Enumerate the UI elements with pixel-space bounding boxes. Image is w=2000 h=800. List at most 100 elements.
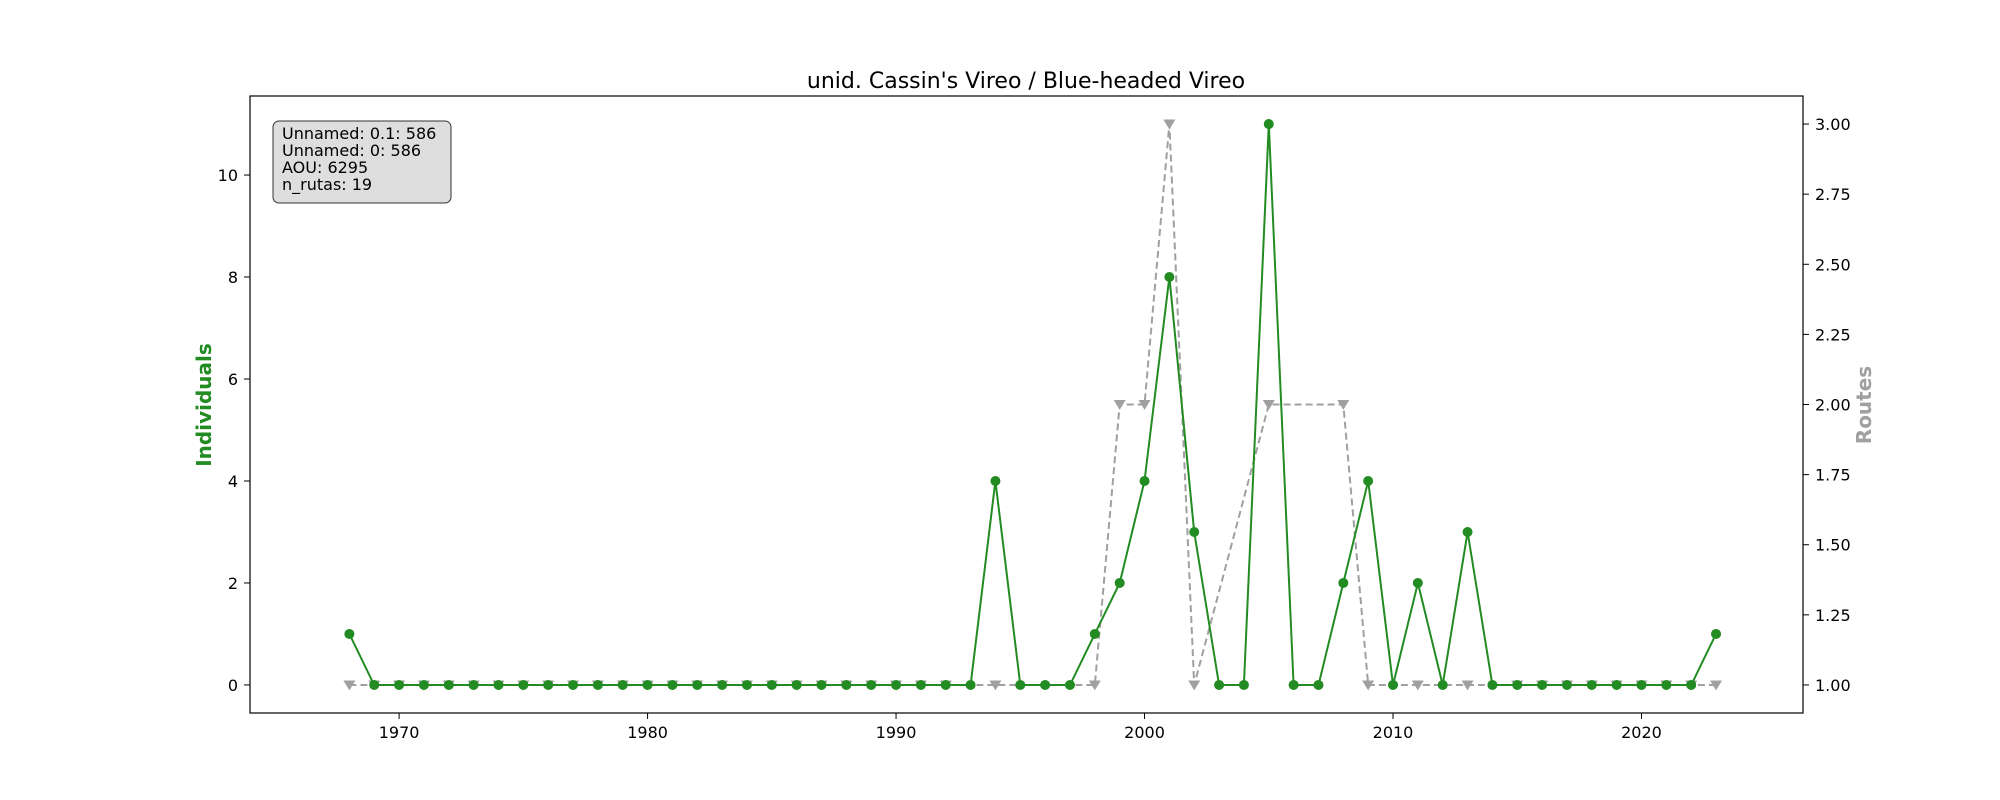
- individuals-point: [1040, 679, 1051, 690]
- info-line: AOU: 6295: [282, 158, 368, 177]
- individuals-point: [1164, 272, 1175, 283]
- individuals-point: [1089, 628, 1100, 639]
- individuals-point: [518, 679, 529, 690]
- individuals-series: [344, 119, 1722, 690]
- individuals-point: [443, 679, 454, 690]
- y-tick-label-right: 2.50: [1815, 255, 1851, 274]
- y-axis-ticks-right: 1.00 1.25 1.50 1.75 2.00 2.25 2.50 2.75 3.00: [1803, 115, 1851, 695]
- routes-point: [1163, 119, 1176, 130]
- y-tick-label-right: 2.75: [1815, 185, 1851, 204]
- x-tick-label: 2020: [1621, 723, 1662, 742]
- info-line: Unnamed: 0: 586: [282, 141, 421, 160]
- y-tick-label-left: 4: [228, 472, 238, 491]
- individuals-point: [717, 679, 728, 690]
- individuals-point: [1064, 679, 1075, 690]
- individuals-point: [965, 679, 976, 690]
- individuals-point: [1611, 679, 1622, 690]
- y-tick-label-left: 8: [228, 268, 238, 287]
- individuals-point: [667, 679, 678, 690]
- y-axis-label-right: Routes: [1852, 366, 1876, 444]
- x-tick-label: 1980: [627, 723, 668, 742]
- routes-point: [1138, 400, 1151, 410]
- individuals-point: [543, 679, 554, 690]
- info-box: Unnamed: 0.1: 586 Unnamed: 0: 586 AOU: 6…: [272, 120, 452, 204]
- individuals-point: [766, 679, 777, 690]
- individuals-point: [1338, 577, 1349, 588]
- individuals-point: [791, 679, 802, 690]
- individuals-point: [344, 628, 355, 639]
- individuals-point: [418, 679, 429, 690]
- individuals-point: [1114, 577, 1125, 588]
- info-line: Unnamed: 0.1: 586: [282, 124, 436, 143]
- individuals-point: [1388, 679, 1399, 690]
- routes-point: [1262, 400, 1275, 410]
- routes-point: [1113, 400, 1126, 410]
- info-line: n_rutas: 19: [282, 175, 372, 195]
- individuals-point: [1263, 119, 1274, 130]
- x-tick-label: 2000: [1124, 723, 1165, 742]
- individuals-point: [1586, 679, 1597, 690]
- y-tick-label-left: 2: [228, 574, 238, 593]
- individuals-point: [990, 475, 1001, 486]
- individuals-point: [741, 679, 752, 690]
- plot-area: [249, 95, 1804, 714]
- x-tick-label: 2010: [1373, 723, 1414, 742]
- routes-point: [1188, 680, 1201, 691]
- y-tick-label-right: 2.25: [1815, 325, 1851, 344]
- individuals-point: [1512, 679, 1523, 690]
- individuals-point: [1288, 679, 1299, 690]
- individuals-point: [1412, 577, 1423, 588]
- routes-point: [343, 680, 356, 691]
- y-tick-label-left: 10: [218, 166, 238, 185]
- y-tick-label-right: 1.75: [1815, 466, 1851, 485]
- y-tick-label-left: 6: [228, 370, 238, 389]
- y-tick-label-left: 0: [228, 676, 238, 695]
- individuals-point: [940, 679, 951, 690]
- individuals-point: [1636, 679, 1647, 690]
- individuals-point: [1437, 679, 1448, 690]
- individuals-point: [369, 679, 380, 690]
- routes-point: [1411, 680, 1424, 691]
- y-tick-label-right: 1.50: [1815, 536, 1851, 555]
- y-axis-label-left: Individuals: [192, 343, 216, 467]
- y-axis-ticks-left: 0 2 4 6 8 10: [218, 166, 250, 695]
- routes-point: [989, 680, 1002, 691]
- individuals-point: [1015, 679, 1026, 690]
- individuals-point: [1238, 679, 1249, 690]
- x-axis-ticks: 1970 1980 1990 2000 2010 2020: [379, 713, 1662, 742]
- routes-point: [1337, 400, 1350, 410]
- individuals-point: [1363, 475, 1374, 486]
- y-tick-label-right: 1.25: [1815, 606, 1851, 625]
- chart-title: unid. Cassin's Vireo / Blue-headed Vireo: [807, 69, 1245, 94]
- individuals-point: [1661, 679, 1672, 690]
- y-tick-label-right: 3.00: [1815, 115, 1851, 134]
- individuals-point: [592, 679, 603, 690]
- individuals-point: [1462, 526, 1473, 537]
- y-tick-label-right: 2.00: [1815, 396, 1851, 415]
- info-box-frame: [272, 120, 452, 204]
- x-tick-label: 1990: [876, 723, 917, 742]
- individuals-point: [1189, 526, 1200, 537]
- individuals-point: [1214, 679, 1225, 690]
- individuals-point: [1313, 679, 1324, 690]
- y-tick-label-right: 1.00: [1815, 676, 1851, 695]
- individuals-point: [1487, 679, 1498, 690]
- individuals-point: [1711, 628, 1722, 639]
- individuals-point: [866, 679, 877, 690]
- individuals-point: [1537, 679, 1548, 690]
- routes-point: [1710, 680, 1723, 691]
- individuals-point: [891, 679, 902, 690]
- individuals-point: [816, 679, 827, 690]
- routes-point: [1461, 680, 1474, 691]
- individuals-point: [692, 679, 703, 690]
- individuals-point: [493, 679, 504, 690]
- routes-point: [1088, 680, 1101, 691]
- individuals-point: [841, 679, 852, 690]
- individuals-point: [394, 679, 405, 690]
- individuals-point: [1561, 679, 1572, 690]
- routes-point: [1362, 680, 1375, 691]
- individuals-point: [1139, 475, 1150, 486]
- individuals-point: [642, 679, 653, 690]
- individuals-point: [1686, 679, 1697, 690]
